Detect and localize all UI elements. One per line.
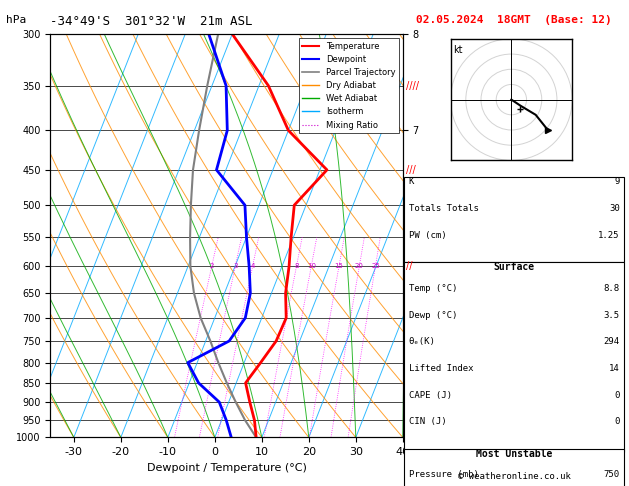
FancyBboxPatch shape bbox=[404, 177, 625, 262]
FancyBboxPatch shape bbox=[404, 449, 625, 486]
Text: -34°49'S  301°32'W  21m ASL: -34°49'S 301°32'W 21m ASL bbox=[50, 15, 253, 28]
Text: 10: 10 bbox=[307, 263, 316, 269]
Text: Lifted Index: Lifted Index bbox=[409, 364, 473, 373]
Text: © weatheronline.co.uk: © weatheronline.co.uk bbox=[458, 472, 571, 481]
Text: 30: 30 bbox=[609, 204, 620, 213]
Text: 8.8: 8.8 bbox=[604, 284, 620, 293]
Text: 1.25: 1.25 bbox=[598, 231, 620, 240]
Text: Totals Totals: Totals Totals bbox=[409, 204, 479, 213]
Text: 8: 8 bbox=[294, 263, 299, 269]
Text: Dewp (°C): Dewp (°C) bbox=[409, 311, 457, 320]
Text: θₑ(K): θₑ(K) bbox=[409, 337, 435, 347]
Text: CIN (J): CIN (J) bbox=[409, 417, 446, 427]
Text: //: // bbox=[406, 261, 413, 271]
Text: 9: 9 bbox=[615, 177, 620, 187]
Text: 750: 750 bbox=[604, 470, 620, 480]
Text: 14: 14 bbox=[609, 364, 620, 373]
Text: Temp (°C): Temp (°C) bbox=[409, 284, 457, 293]
Text: K: K bbox=[409, 177, 414, 187]
Text: 3: 3 bbox=[233, 263, 238, 269]
Text: ////: //// bbox=[406, 81, 419, 91]
Text: Pressure (mb): Pressure (mb) bbox=[409, 470, 479, 480]
Text: CAPE (J): CAPE (J) bbox=[409, 391, 452, 400]
Text: 4: 4 bbox=[250, 263, 255, 269]
Text: 0: 0 bbox=[615, 417, 620, 427]
Text: Surface: Surface bbox=[494, 262, 535, 273]
Text: 20: 20 bbox=[355, 263, 364, 269]
Text: 2: 2 bbox=[209, 263, 214, 269]
Text: hPa: hPa bbox=[6, 15, 26, 25]
Y-axis label: km
ASL: km ASL bbox=[428, 236, 447, 257]
Text: ///: /// bbox=[406, 165, 416, 175]
Text: 02.05.2024  18GMT  (Base: 12): 02.05.2024 18GMT (Base: 12) bbox=[416, 15, 612, 25]
Text: 25: 25 bbox=[371, 263, 380, 269]
Text: PW (cm): PW (cm) bbox=[409, 231, 446, 240]
Text: 15: 15 bbox=[335, 263, 343, 269]
Text: 3.5: 3.5 bbox=[604, 311, 620, 320]
X-axis label: Dewpoint / Temperature (°C): Dewpoint / Temperature (°C) bbox=[147, 463, 306, 473]
Legend: Temperature, Dewpoint, Parcel Trajectory, Dry Adiabat, Wet Adiabat, Isotherm, Mi: Temperature, Dewpoint, Parcel Trajectory… bbox=[299, 38, 399, 133]
Text: 294: 294 bbox=[604, 337, 620, 347]
Text: kt: kt bbox=[453, 45, 462, 55]
Text: Most Unstable: Most Unstable bbox=[476, 449, 552, 459]
Text: 0: 0 bbox=[615, 391, 620, 400]
FancyBboxPatch shape bbox=[404, 262, 625, 452]
